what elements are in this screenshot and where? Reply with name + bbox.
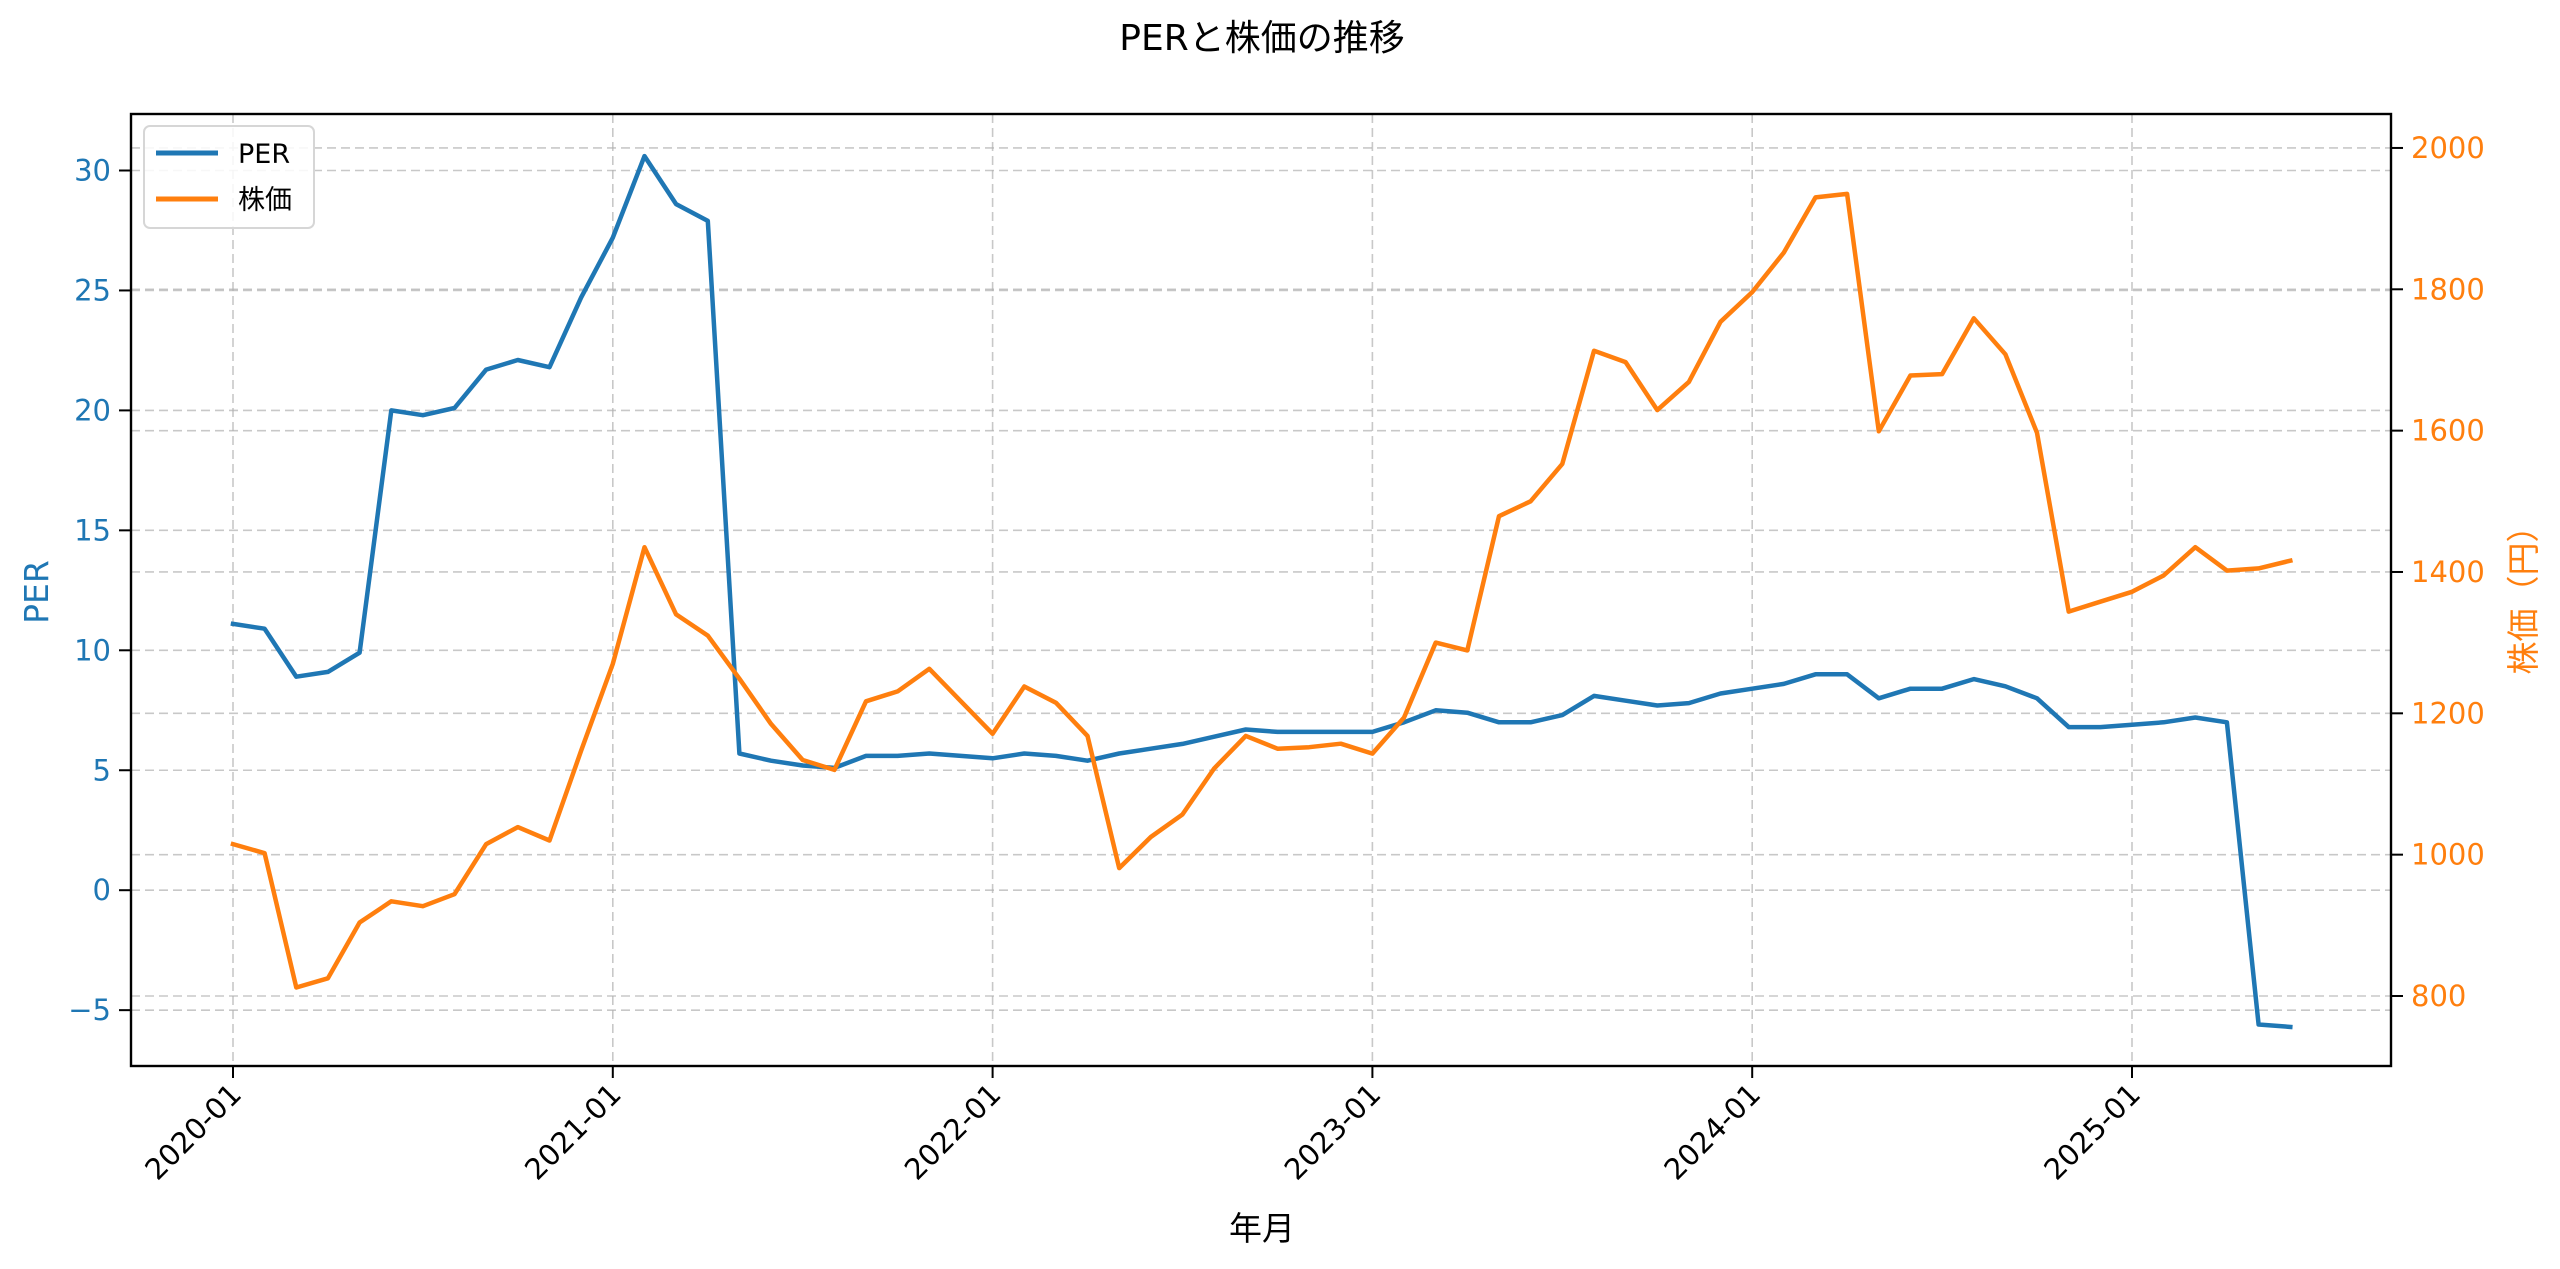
legend-label-per: PER (238, 139, 290, 170)
right-tick-label: 1200 (2411, 696, 2485, 730)
left-tick-label: 30 (74, 154, 111, 188)
left-tick-label: 0 (93, 873, 111, 907)
left-tick-label: 15 (74, 513, 111, 547)
right-tick-label: 1000 (2411, 838, 2485, 872)
right-y-axis: 800 1000 1200 1400 1600 1800 2000 (2391, 131, 2485, 1013)
y-axis-label-right: 株価（円） (2504, 510, 2543, 675)
left-tick-label: 10 (74, 633, 111, 667)
chart-title: PERと株価の推移 (1119, 18, 1404, 59)
right-tick-label: 1800 (2411, 272, 2485, 306)
left-tick-label: −5 (68, 993, 111, 1027)
per-line (230, 153, 2293, 1030)
plot-frame (129, 112, 2393, 1068)
price-line (230, 191, 2294, 990)
right-tick-label: 2000 (2411, 131, 2485, 165)
right-tick-label: 1400 (2411, 555, 2485, 589)
left-y-axis: −5 0 5 10 15 20 25 30 (68, 154, 131, 1027)
legend-label-price: 株価 (238, 185, 292, 216)
legend: PER 株価 (143, 125, 315, 229)
x-axis-label: 年月 (1229, 1209, 1295, 1248)
data-series (230, 153, 2294, 1030)
y-axis-label-left: PER (17, 560, 56, 624)
grid-lines (131, 114, 2391, 1066)
left-tick-label: 25 (74, 273, 111, 307)
right-tick-label: 800 (2411, 979, 2466, 1013)
left-tick-label: 20 (74, 393, 111, 427)
right-tick-label: 1600 (2411, 414, 2485, 448)
left-tick-label: 5 (93, 753, 111, 787)
